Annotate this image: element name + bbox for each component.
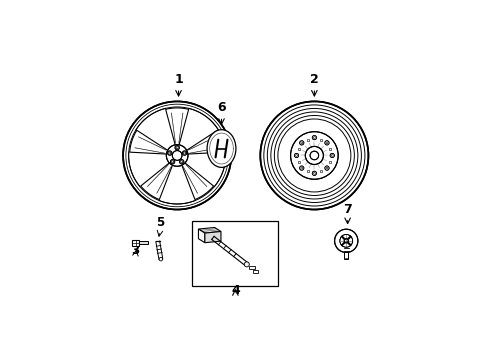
Circle shape <box>172 150 182 160</box>
Circle shape <box>305 147 323 165</box>
Text: 1: 1 <box>174 73 183 86</box>
Bar <box>297 161 300 163</box>
Polygon shape <box>181 162 213 199</box>
Circle shape <box>166 145 187 166</box>
Bar <box>344 252 347 258</box>
Bar <box>139 242 148 244</box>
Text: 7: 7 <box>343 203 351 216</box>
Circle shape <box>175 145 179 150</box>
Circle shape <box>344 239 347 243</box>
Polygon shape <box>249 266 254 269</box>
Circle shape <box>299 166 303 170</box>
Polygon shape <box>165 108 188 146</box>
Circle shape <box>182 151 186 155</box>
Circle shape <box>123 102 231 210</box>
Circle shape <box>170 159 174 164</box>
Bar <box>131 240 139 246</box>
Bar <box>319 170 321 172</box>
Circle shape <box>179 159 183 164</box>
Text: 4: 4 <box>230 284 239 297</box>
Ellipse shape <box>207 130 235 167</box>
Bar <box>328 161 330 163</box>
Circle shape <box>312 135 316 140</box>
Polygon shape <box>252 270 258 273</box>
Bar <box>319 139 321 141</box>
Circle shape <box>324 166 328 170</box>
Circle shape <box>329 153 334 158</box>
Polygon shape <box>198 228 221 233</box>
Circle shape <box>309 151 318 160</box>
Circle shape <box>334 229 357 252</box>
Polygon shape <box>129 130 168 154</box>
Bar <box>306 139 308 141</box>
Circle shape <box>312 171 316 175</box>
Polygon shape <box>198 229 204 243</box>
Circle shape <box>299 141 303 145</box>
Text: 6: 6 <box>217 102 225 114</box>
Bar <box>306 170 308 172</box>
Circle shape <box>260 102 367 210</box>
Circle shape <box>167 151 172 155</box>
Bar <box>297 148 300 150</box>
Text: 3: 3 <box>131 244 140 257</box>
Circle shape <box>244 262 249 267</box>
Bar <box>328 148 330 150</box>
Circle shape <box>324 141 328 145</box>
Polygon shape <box>141 162 173 199</box>
Circle shape <box>339 234 352 247</box>
Polygon shape <box>185 130 224 154</box>
Circle shape <box>128 107 225 204</box>
Bar <box>192 221 278 286</box>
Circle shape <box>294 153 298 158</box>
Circle shape <box>159 257 163 261</box>
Text: 5: 5 <box>156 216 164 229</box>
Circle shape <box>290 132 338 179</box>
Polygon shape <box>204 231 221 243</box>
Text: 2: 2 <box>309 73 318 86</box>
